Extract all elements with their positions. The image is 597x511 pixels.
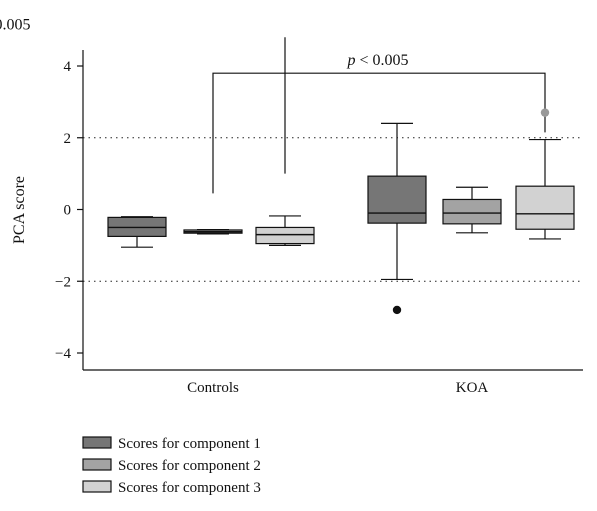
legend-item: Scores for component 2 [82, 458, 261, 474]
y-tick-label: 4 [64, 59, 72, 75]
y-axis-label: PCA score [11, 176, 28, 244]
y-tick-label: −2 [55, 274, 71, 290]
legend-label: Scores for component 2 [118, 458, 261, 474]
box-body [367, 175, 427, 224]
bracket-line [212, 72, 546, 194]
x-tick-label: Controls [187, 380, 239, 396]
significance-annotations: p < 0.005 p < 0.005 [0, 16, 546, 194]
significance-bracket: p < 0.005 [0, 16, 286, 174]
legend-swatch [82, 480, 112, 493]
outlier-point [540, 108, 550, 117]
legend-label: Scores for component 3 [118, 480, 261, 496]
x-tick-label: KOA [456, 380, 489, 396]
legend-swatch [82, 458, 112, 471]
box-2-controls [183, 228, 243, 235]
box-1-koa [367, 122, 427, 315]
p-value-label: p < 0.005 [0, 16, 31, 33]
box-3-controls [255, 215, 315, 246]
box-1-controls [107, 216, 167, 248]
p-value-label: p < 0.005 [346, 52, 408, 69]
axes: 4 2 0 −2 −4 Controls KOA [55, 50, 583, 396]
legend-label: Scores for component 1 [118, 436, 261, 452]
box-3-koa [515, 108, 575, 240]
significance-bracket: p < 0.005 [212, 52, 546, 194]
gridlines [83, 137, 583, 282]
y-tick-label: 0 [64, 203, 72, 219]
legend-item: Scores for component 1 [82, 436, 261, 452]
plot-area [107, 108, 575, 315]
legend: Scores for component 1 Scores for compone… [82, 436, 261, 496]
legend-swatch [82, 436, 112, 449]
box-body [442, 198, 502, 225]
box-2-koa [442, 186, 502, 234]
box-body [255, 226, 315, 245]
y-tick-label: 2 [64, 131, 72, 147]
legend-item: Scores for component 3 [82, 480, 261, 496]
y-tick-label: −4 [55, 346, 71, 362]
box-body [515, 185, 575, 230]
outlier-point [392, 305, 402, 315]
